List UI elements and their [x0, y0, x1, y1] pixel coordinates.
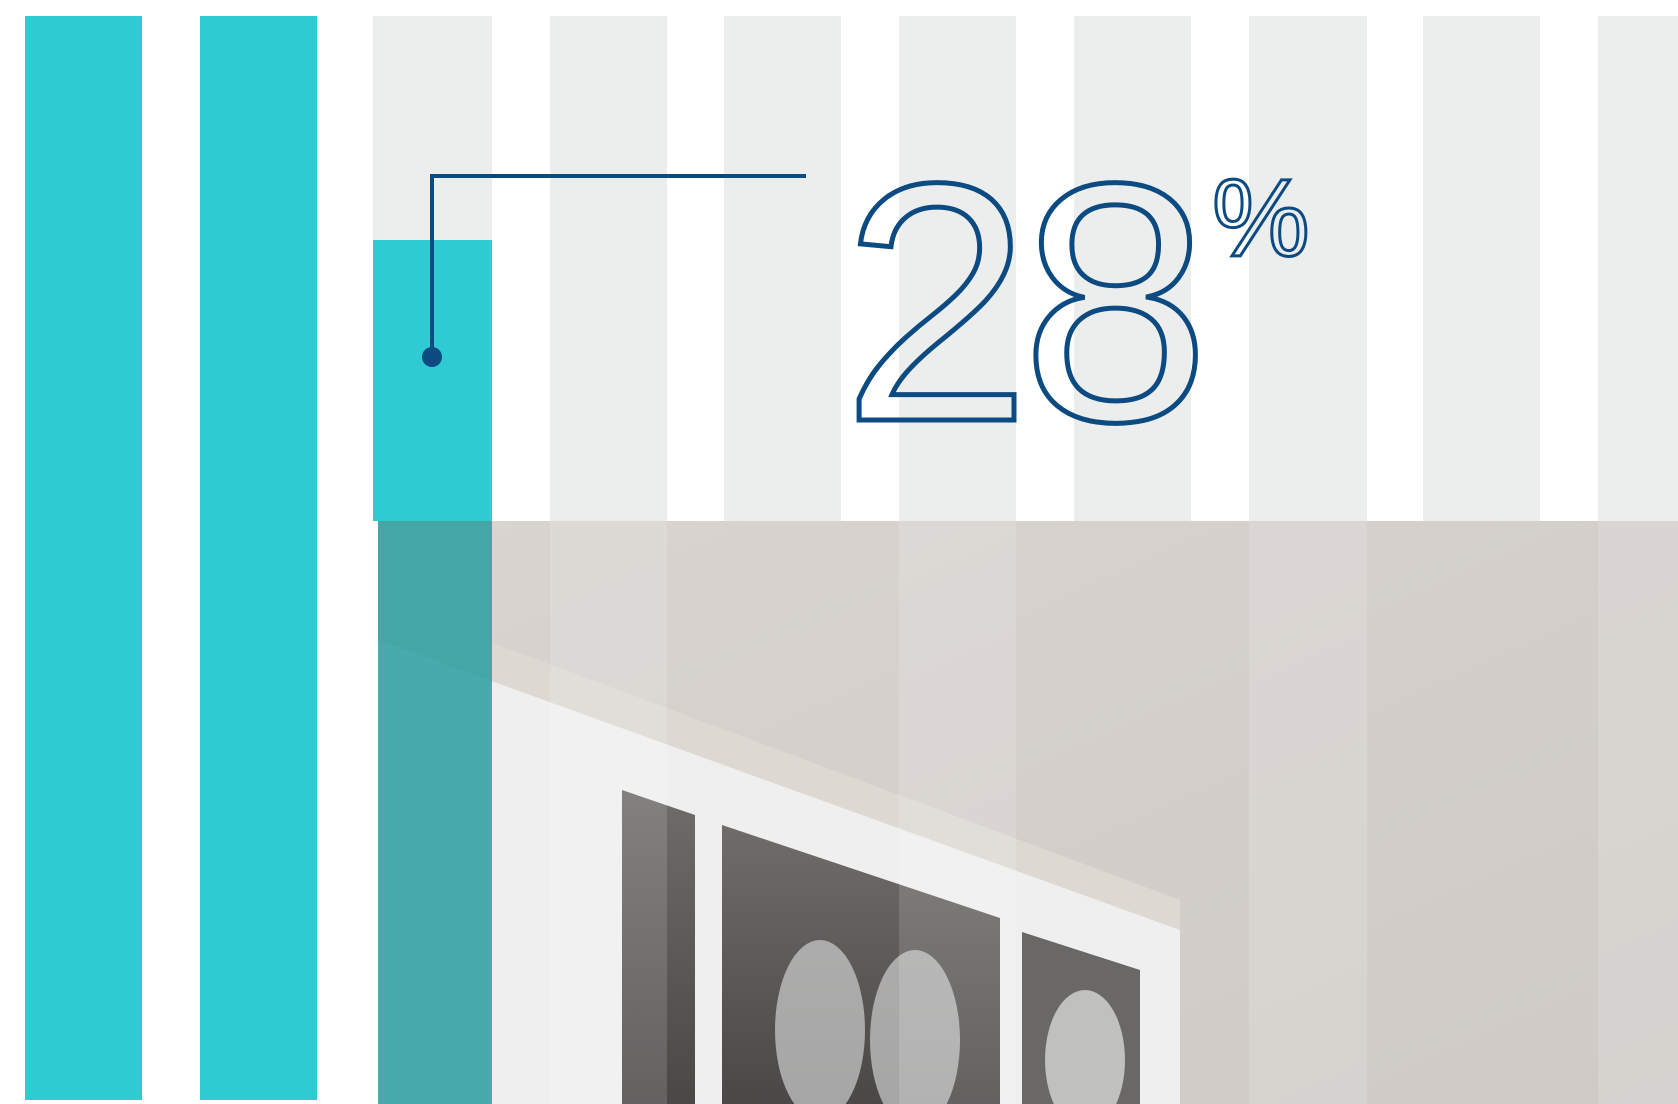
- callout-leader: [422, 174, 806, 367]
- teal-bars: [25, 16, 492, 1100]
- background-stripes: [373, 16, 1678, 521]
- callout-value: 28: [842, 113, 1200, 493]
- photo: [378, 521, 1678, 1104]
- callout-unit: %: [1212, 157, 1310, 280]
